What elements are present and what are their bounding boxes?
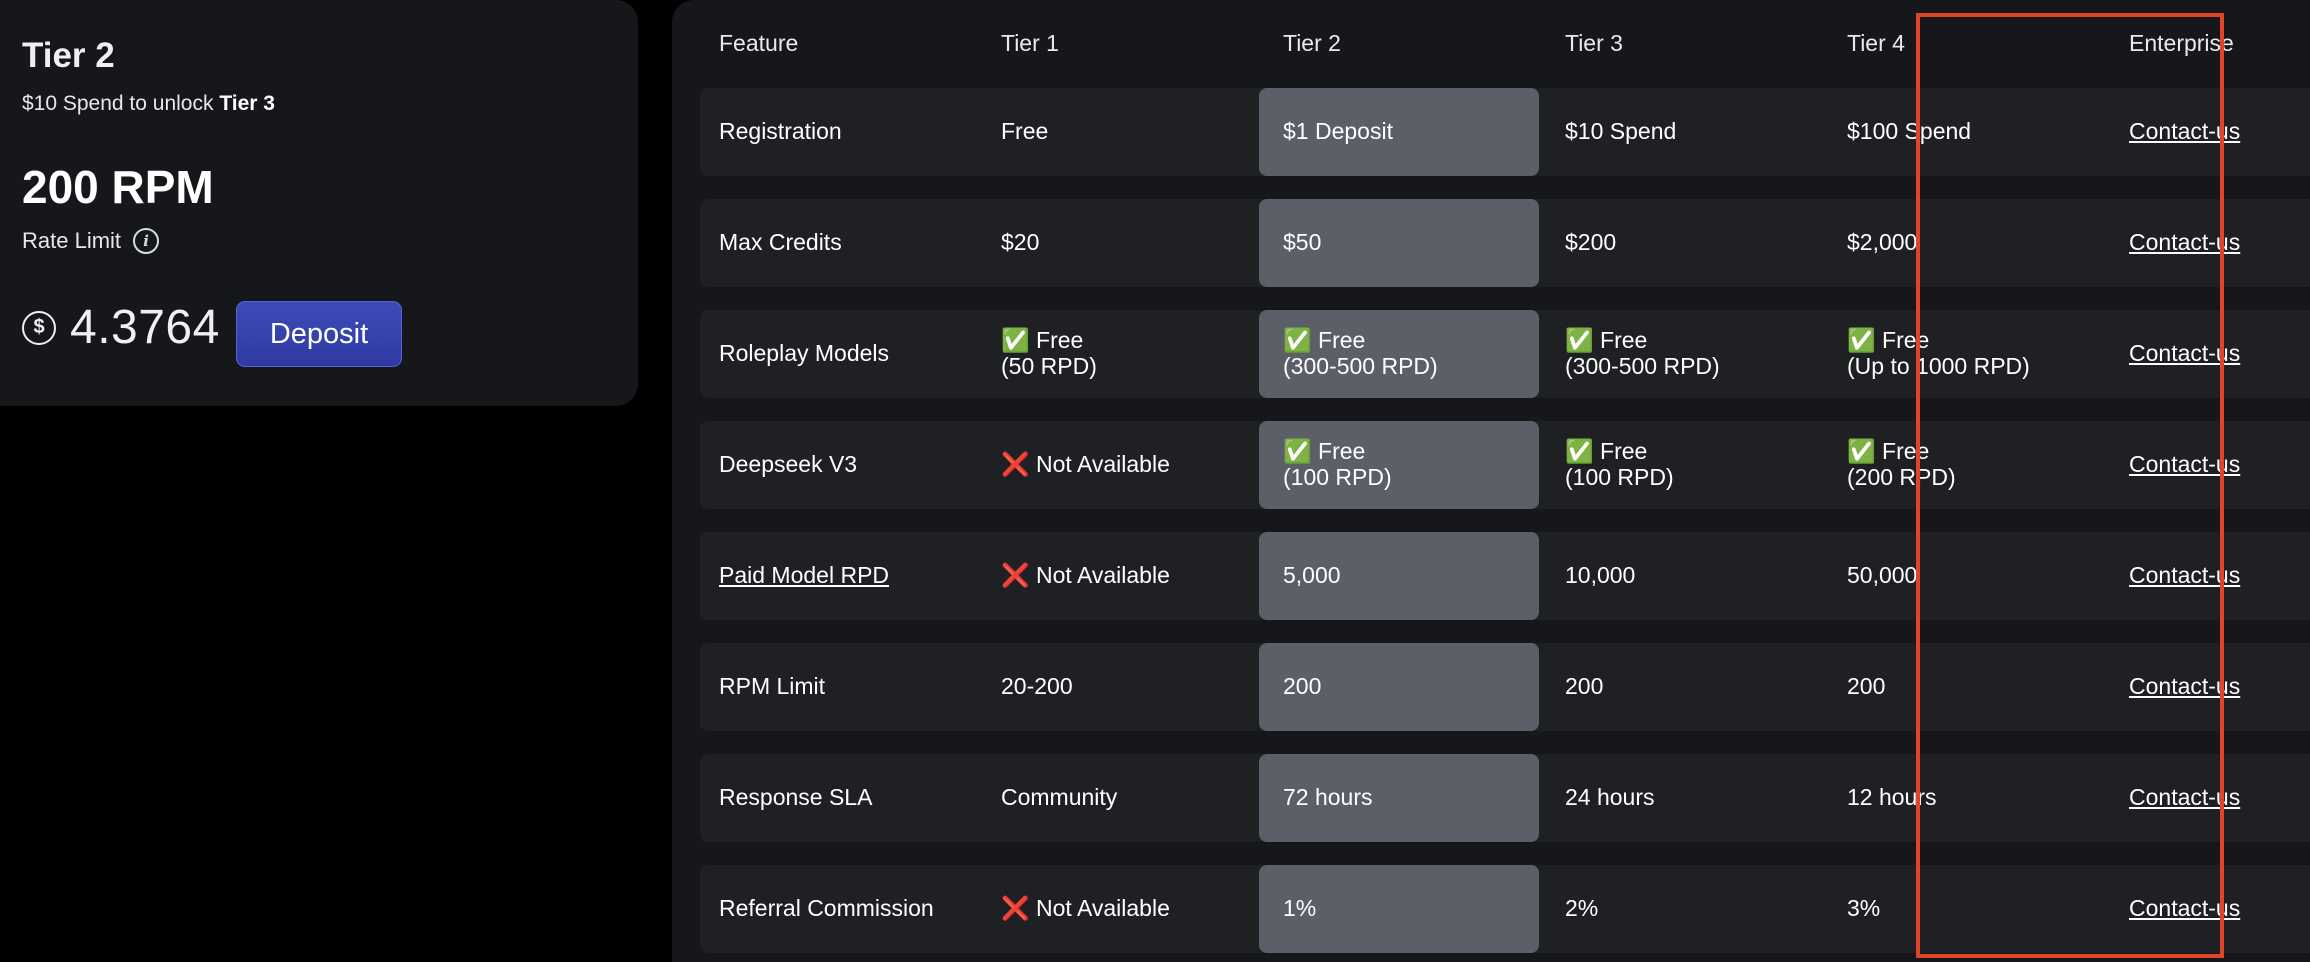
table-cell: ❌ Not Available [1001, 451, 1170, 477]
feature-label: RPM Limit [719, 673, 826, 699]
table-cell: $200 [1565, 229, 1617, 255]
unlock-target-tier: Tier 3 [219, 92, 275, 115]
table-cell: Free [1001, 118, 1049, 144]
rpm-value: 200 RPM [22, 161, 214, 213]
table-cell: $10 Spend [1565, 118, 1677, 144]
tier-2-cell: ✅ Free (300-500 RPD) [1283, 327, 1438, 379]
feature-label: Roleplay Models [719, 340, 890, 366]
table-cell: $20 [1001, 229, 1040, 255]
unlock-prefix: $10 Spend to unlock [22, 92, 220, 115]
info-icon[interactable]: i [133, 228, 160, 254]
table-cell: 24 hours [1565, 784, 1655, 810]
tier-2-cell: 72 hours [1283, 784, 1373, 810]
contact-us-link[interactable]: Contact-us [2129, 673, 2241, 699]
contact-us-link[interactable]: Contact-us [2129, 229, 2241, 255]
credit-balance: $ 4.3764 [22, 300, 220, 355]
feature-label: Deepseek V3 [719, 451, 858, 477]
tier-unlock-text: $10 Spend to unlock Tier 3 [22, 92, 275, 116]
table-cell: $2,000 [1847, 229, 1918, 255]
tier-2-cell: $1 Deposit [1283, 118, 1393, 144]
table-cell: 200 [1847, 673, 1886, 699]
column-header-enterprise: Enterprise [2129, 30, 2234, 56]
table-cell: ❌ Not Available [1001, 562, 1170, 588]
balance-value: 4.3764 [70, 301, 220, 354]
feature-label: Max Credits [719, 229, 842, 255]
tier-2-highlight-cell [1259, 88, 1539, 176]
feature-label: Response SLA [719, 784, 873, 810]
table-cell: ✅ Free (100 RPD) [1565, 438, 1674, 490]
table-cell: 2% [1565, 895, 1599, 921]
tier-2-highlight-cell [1259, 754, 1539, 842]
tier-2-highlight-cell [1259, 421, 1539, 509]
tier-2-highlight-cell [1259, 310, 1539, 398]
tier-2-cell: ✅ Free (100 RPD) [1283, 438, 1392, 490]
rate-limit-label: Rate Limit [22, 228, 122, 253]
tier-2-cell: $50 [1283, 229, 1322, 255]
table-cell: 20-200 [1001, 673, 1073, 699]
rate-limit-row: Rate Limit i [22, 228, 160, 254]
tier-2-highlight-cell [1259, 865, 1539, 953]
feature-link[interactable]: Paid Model RPD [719, 562, 890, 588]
column-header-tier-1: Tier 1 [1001, 30, 1059, 56]
dollar-circle-icon: $ [22, 310, 56, 345]
column-header-tier-2: Tier 2 [1283, 30, 1341, 56]
table-cell: 200 [1565, 673, 1604, 699]
tier-2-highlight-cell [1259, 199, 1539, 287]
deposit-button[interactable]: Deposit [236, 301, 402, 367]
contact-us-link[interactable]: Contact-us [2129, 895, 2241, 921]
table-cell: Community [1001, 784, 1118, 810]
tier-2-highlight-cell [1259, 532, 1539, 620]
feature-label: Registration [719, 118, 842, 144]
column-header-tier-3: Tier 3 [1565, 30, 1623, 56]
table-cell: 50,000 [1847, 562, 1918, 588]
table-cell: 3% [1847, 895, 1881, 921]
contact-us-link[interactable]: Contact-us [2129, 784, 2241, 810]
contact-us-link[interactable]: Contact-us [2129, 340, 2241, 366]
contact-us-link[interactable]: Contact-us [2129, 451, 2241, 477]
tier-comparison-table: Feature Tier 1 Tier 2 Tier 3 Tier 4 Enterpris… [672, 0, 2310, 962]
table-cell: ✅ Free (Up to 1000 RPD) [1847, 327, 2030, 379]
tier-2-cell: 200 [1283, 673, 1322, 699]
contact-us-link[interactable]: Contact-us [2129, 118, 2241, 144]
current-tier-card: Tier 2 $10 Spend to unlock Tier 3 200 RP… [0, 0, 638, 406]
table-cell: ✅ Free (300-500 RPD) [1565, 327, 1720, 379]
table-cell: ✅ Free (50 RPD) [1001, 327, 1097, 379]
feature-label: Referral Commission [719, 895, 934, 921]
tier-title: Tier 2 [22, 36, 115, 75]
table-cell: 12 hours [1847, 784, 1937, 810]
table-cell: ❌ Not Available [1001, 895, 1170, 921]
table-cell: $100 Spend [1847, 118, 1972, 144]
tier-2-highlight-cell [1259, 643, 1539, 731]
table-cell: 10,000 [1565, 562, 1636, 588]
tier-2-cell: 1% [1283, 895, 1317, 921]
table-cell: ✅ Free (200 RPD) [1847, 438, 1956, 490]
column-header-tier-4: Tier 4 [1847, 30, 1905, 56]
column-header-feature: Feature [719, 30, 799, 56]
tier-2-cell: 5,000 [1283, 562, 1341, 588]
contact-us-link[interactable]: Contact-us [2129, 562, 2241, 588]
